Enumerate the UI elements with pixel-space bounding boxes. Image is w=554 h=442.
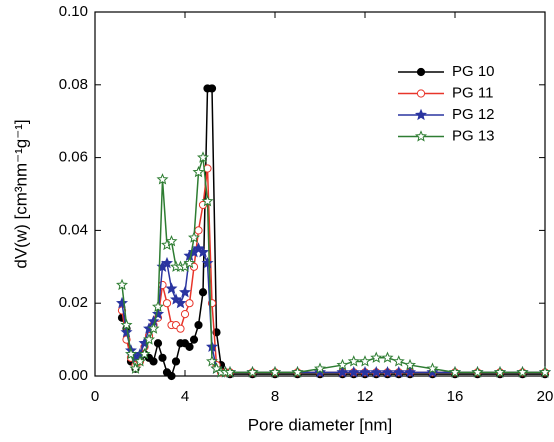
marker (359, 355, 371, 367)
marker (426, 366, 439, 378)
marker (152, 300, 164, 312)
marker (165, 282, 178, 294)
marker (129, 362, 142, 374)
x-tick-label: 0 (91, 388, 99, 405)
marker (314, 366, 326, 378)
marker (161, 256, 173, 269)
marker (171, 357, 181, 366)
marker (116, 278, 128, 291)
marker (125, 347, 137, 360)
y-tick-label: 0.04 (59, 221, 88, 238)
marker (359, 366, 371, 378)
marker (370, 351, 383, 363)
marker (179, 285, 191, 298)
marker (539, 366, 551, 378)
marker (494, 366, 506, 378)
marker (143, 333, 155, 345)
marker (120, 326, 133, 338)
y-axis-title: dV(w) [cm³nm⁻¹g⁻¹] (11, 119, 30, 268)
marker (198, 288, 208, 297)
y-tick-label: 0.02 (59, 294, 88, 311)
x-tick-label: 4 (181, 388, 189, 405)
marker (185, 299, 194, 308)
legend-label: PG 12 (452, 106, 495, 123)
marker (381, 351, 394, 363)
marker (147, 322, 160, 334)
marker (138, 347, 151, 360)
marker (246, 366, 259, 378)
marker (201, 194, 214, 207)
legend-marker (416, 89, 426, 98)
y-tick-label: 0.06 (59, 149, 88, 166)
marker (314, 362, 326, 374)
legend-label: PG 10 (452, 63, 495, 80)
marker (165, 235, 178, 247)
legend-marker (416, 67, 426, 77)
marker (194, 320, 203, 330)
legend-marker (415, 130, 427, 142)
marker (188, 231, 200, 243)
x-tick-label: 16 (447, 388, 464, 405)
marker (269, 366, 281, 378)
marker (426, 362, 439, 374)
marker (207, 84, 217, 93)
marker (370, 366, 383, 378)
marker (183, 256, 196, 269)
y-tick-label: 0.00 (59, 367, 88, 384)
marker (158, 353, 167, 362)
marker (167, 371, 176, 381)
marker (153, 339, 163, 348)
y-tick-label: 0.10 (59, 3, 88, 20)
marker (174, 296, 187, 309)
marker (116, 296, 128, 309)
marker (336, 366, 349, 378)
legend-label: PG 13 (452, 127, 495, 144)
marker (449, 366, 461, 378)
marker (347, 355, 360, 367)
marker (404, 366, 416, 378)
x-tick-label: 20 (537, 388, 554, 405)
marker (336, 358, 349, 371)
marker (206, 355, 218, 367)
marker (134, 355, 146, 367)
marker (176, 324, 185, 333)
legend-label: PG 11 (452, 84, 493, 101)
marker (291, 366, 304, 378)
marker (381, 366, 394, 378)
marker (516, 366, 529, 378)
y-tick-label: 0.08 (59, 76, 88, 93)
marker (392, 366, 405, 378)
x-tick-label: 8 (271, 388, 279, 405)
marker (404, 358, 416, 371)
legend-marker (415, 108, 427, 121)
marker (149, 357, 158, 366)
marker (120, 318, 133, 331)
marker (185, 342, 194, 351)
marker (224, 366, 236, 378)
marker (197, 245, 209, 258)
marker (347, 366, 360, 378)
marker (471, 366, 484, 378)
marker (189, 335, 199, 344)
marker (197, 151, 209, 163)
x-tick-label: 12 (357, 388, 374, 405)
marker (156, 173, 169, 185)
x-axis-title: Pore diameter [nm] (248, 415, 393, 434)
marker (180, 310, 190, 319)
marker (162, 299, 172, 308)
marker (192, 165, 205, 178)
marker (392, 355, 405, 367)
marker (194, 226, 203, 235)
